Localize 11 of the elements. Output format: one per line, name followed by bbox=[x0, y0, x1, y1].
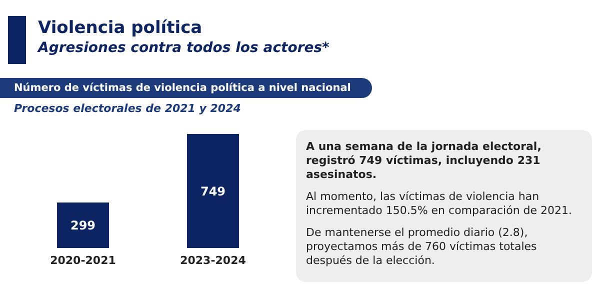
text: A una semana de la jornada electoral, registró 749 víctimas, incluyendo 231 asesinatos. bbox=[306, 140, 542, 182]
text: Número de víctimas de violencia política a nivel nacional bbox=[0, 78, 372, 98]
x-tick-label: 2020-2021 bbox=[50, 254, 116, 267]
data-label: 749 bbox=[200, 184, 226, 198]
chart-title: Violencia política bbox=[38, 18, 202, 38]
text: Procesos electorales de 2021 y 2024 bbox=[14, 102, 241, 115]
text: De mantenerse el promedio diario (2.8), proyectamos más de 760 víctimas totales después de la elección. bbox=[306, 226, 538, 268]
chart-subtitle: Agresiones contra todos los actores* bbox=[38, 40, 330, 56]
x-tick-label: 2023-2024 bbox=[180, 254, 246, 267]
text: Al momento, las víctimas de violencia han incrementado 150.5% en comparación de 2021. bbox=[306, 190, 574, 218]
data-label: 299 bbox=[70, 218, 96, 233]
